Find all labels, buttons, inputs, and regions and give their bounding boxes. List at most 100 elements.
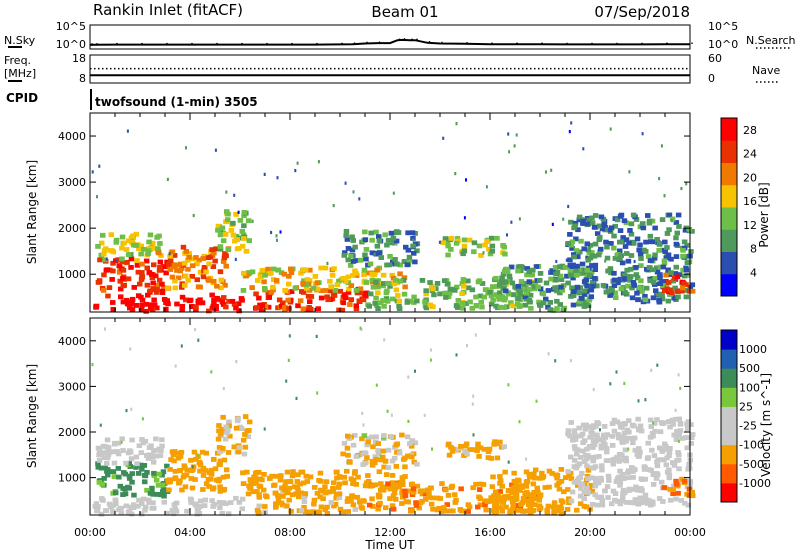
- power-cell: [120, 299, 127, 305]
- velocity-cell: [284, 503, 290, 509]
- velocity-cell: [639, 487, 645, 493]
- power-cell: [443, 295, 449, 300]
- n-search-point: [398, 38, 401, 41]
- power-cell: [501, 297, 508, 303]
- freq-tick-bottom: 8: [79, 72, 86, 85]
- power-cell: [665, 280, 672, 285]
- power-cell: [485, 185, 488, 189]
- velocity-cell: [575, 479, 582, 485]
- velocity-cell: [652, 421, 655, 425]
- power-cell: [392, 191, 395, 195]
- velocity-cell: [334, 475, 340, 481]
- power-cell: [401, 291, 408, 297]
- power-cell: [662, 239, 668, 245]
- velocity-cell: [617, 421, 623, 427]
- power-cell: [401, 259, 408, 264]
- velocity-cell: [557, 504, 564, 510]
- velocity-cell: [455, 353, 458, 357]
- velocity-cell: [231, 444, 237, 450]
- power-cell: [669, 290, 675, 296]
- velocity-cell: [256, 483, 262, 489]
- power-cell: [631, 241, 637, 246]
- velocity-cell: [413, 503, 420, 508]
- velocity-cell: [414, 483, 421, 489]
- power-cell: [270, 230, 273, 235]
- velocity-cell: [594, 502, 601, 508]
- power-cell: [353, 306, 360, 312]
- velocity-cell: [372, 482, 379, 488]
- power-cell: [656, 247, 662, 253]
- power-cell: [251, 219, 254, 223]
- power-cell: [100, 232, 106, 238]
- velocity-cell: [298, 469, 304, 475]
- power-cell: [203, 269, 209, 275]
- power-cell: [124, 301, 131, 307]
- velocity-cell: [360, 462, 366, 467]
- power-cell: [373, 229, 379, 235]
- velocity-cell: [565, 428, 572, 434]
- velocity-cell: [103, 508, 110, 514]
- power-cell: [619, 260, 626, 266]
- velocity-cell: [458, 486, 464, 492]
- velocity-cell: [615, 476, 621, 482]
- power-cell: [664, 231, 671, 236]
- velocity-cell: [369, 458, 376, 464]
- power-cell: [234, 257, 237, 261]
- velocity-cell: [568, 420, 571, 424]
- velocity-cell: [342, 480, 348, 486]
- power-cell: [419, 278, 426, 283]
- velocity-cell: [577, 475, 583, 480]
- power-cell: [562, 217, 565, 221]
- power-cell: [557, 264, 563, 270]
- velocity-cell: [619, 498, 626, 504]
- velocity-colorbar-tick-label: 100: [739, 381, 760, 394]
- velocity-cell: [361, 411, 364, 415]
- power-cell: [533, 264, 540, 269]
- power-cell: [159, 288, 166, 294]
- power-cell: [113, 237, 120, 243]
- power-cell: [588, 294, 594, 300]
- velocity-cell: [196, 511, 203, 516]
- power-cell: [96, 195, 98, 199]
- power-cell: [501, 305, 508, 310]
- velocity-cell: [188, 497, 195, 503]
- velocity-cell: [641, 464, 648, 470]
- power-cell: [164, 298, 170, 303]
- velocity-cell: [617, 435, 623, 441]
- power-cell: [195, 298, 201, 304]
- velocity-cell: [532, 467, 539, 473]
- velocity-cell: [331, 503, 337, 509]
- velocity-cell: [476, 494, 482, 500]
- velocity-cell: [391, 455, 398, 461]
- power-cell: [469, 305, 475, 311]
- power-cell: [129, 296, 136, 302]
- velocity-colorbar-tick-label: -1000: [739, 477, 771, 490]
- power-cell: [389, 272, 395, 278]
- velocity-cell: [92, 504, 99, 509]
- velocity-cell: [264, 494, 270, 500]
- velocity-cell: [273, 490, 279, 496]
- velocity-cell: [592, 464, 599, 469]
- velocity-cell: [302, 491, 309, 496]
- power-cell: [230, 232, 237, 238]
- velocity-cell: [113, 490, 119, 496]
- n-search-point: [141, 42, 143, 45]
- velocity-cell: [227, 433, 233, 439]
- power-cell: [448, 247, 454, 252]
- velocity-colorbar-segment: [721, 406, 737, 427]
- velocity-cell: [481, 446, 487, 452]
- power-cell: [455, 122, 458, 126]
- power-cell: [618, 253, 624, 258]
- velocity-cell: [673, 437, 680, 442]
- power-cell: [318, 288, 325, 294]
- velocity-cell: [224, 430, 230, 436]
- velocity-cell: [677, 420, 684, 426]
- velocity-cell: [533, 496, 539, 502]
- velocity-cell: [159, 443, 165, 449]
- power-colorbar-segment: [721, 118, 737, 141]
- power-cell: [423, 288, 429, 294]
- power-cell: [169, 249, 176, 255]
- velocity-cell: [570, 437, 576, 443]
- power-cell: [192, 213, 195, 218]
- velocity-cell: [381, 487, 387, 493]
